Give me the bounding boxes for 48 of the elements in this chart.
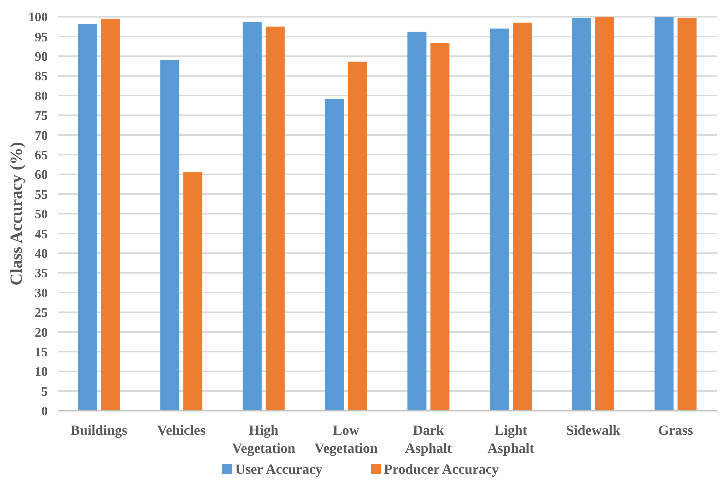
y-tick-label: 0: [42, 404, 48, 419]
y-tick-label: 65: [35, 147, 48, 162]
x-tick-label: Buildings: [70, 424, 128, 439]
bar: [490, 28, 510, 411]
y-tick-label: 20: [35, 324, 48, 340]
bar: [348, 62, 368, 411]
y-tick-label: 15: [35, 344, 48, 360]
y-tick-label: 85: [35, 68, 48, 84]
x-tick-label: Vehicles: [157, 424, 206, 439]
bar: [160, 60, 180, 411]
legend-label: Producer Accuracy: [384, 463, 500, 478]
y-tick-label: 60: [35, 167, 48, 182]
bar: [654, 17, 674, 411]
y-tick-label: 90: [35, 48, 48, 64]
y-tick-label: 50: [35, 206, 48, 222]
bar: [595, 17, 614, 411]
x-tick-label: Low Vegetation: [314, 424, 378, 457]
y-tick-label: 45: [35, 226, 48, 242]
x-tick-label: Light Asphalt: [488, 424, 535, 457]
y-axis-title: Class Accuracy (%): [7, 142, 26, 286]
y-tick-label: 35: [35, 266, 48, 281]
y-tick-label: 5: [42, 384, 48, 399]
x-tick-label: Sidewalk: [566, 424, 621, 439]
bar: [78, 24, 98, 411]
y-tick-label: 40: [35, 246, 48, 261]
y-tick-label: 55: [35, 186, 48, 202]
bar: [184, 172, 203, 411]
x-tick-label: Dark Asphalt: [405, 424, 452, 457]
bar: [266, 26, 285, 411]
y-tick-label: 10: [35, 364, 48, 380]
y-tick-label: 100: [28, 10, 48, 25]
y-tick-label: 75: [35, 108, 48, 124]
bar: [325, 99, 344, 411]
bar: [513, 22, 532, 411]
bar: [572, 18, 592, 411]
bar: [408, 32, 427, 411]
y-tick-label: 70: [35, 128, 48, 143]
y-tick-label: 25: [35, 305, 48, 320]
y-tick-label: 80: [35, 88, 48, 104]
y-tick-label: 95: [35, 29, 48, 44]
bar: [678, 18, 697, 411]
bar: [242, 22, 262, 411]
y-tick-label: 30: [35, 285, 48, 300]
x-tick-label: High Vegetation: [232, 424, 296, 457]
bar: [101, 18, 120, 411]
legend-label: User Accuracy: [236, 463, 323, 478]
bar: [430, 43, 450, 411]
x-tick-label: Grass: [658, 424, 694, 439]
